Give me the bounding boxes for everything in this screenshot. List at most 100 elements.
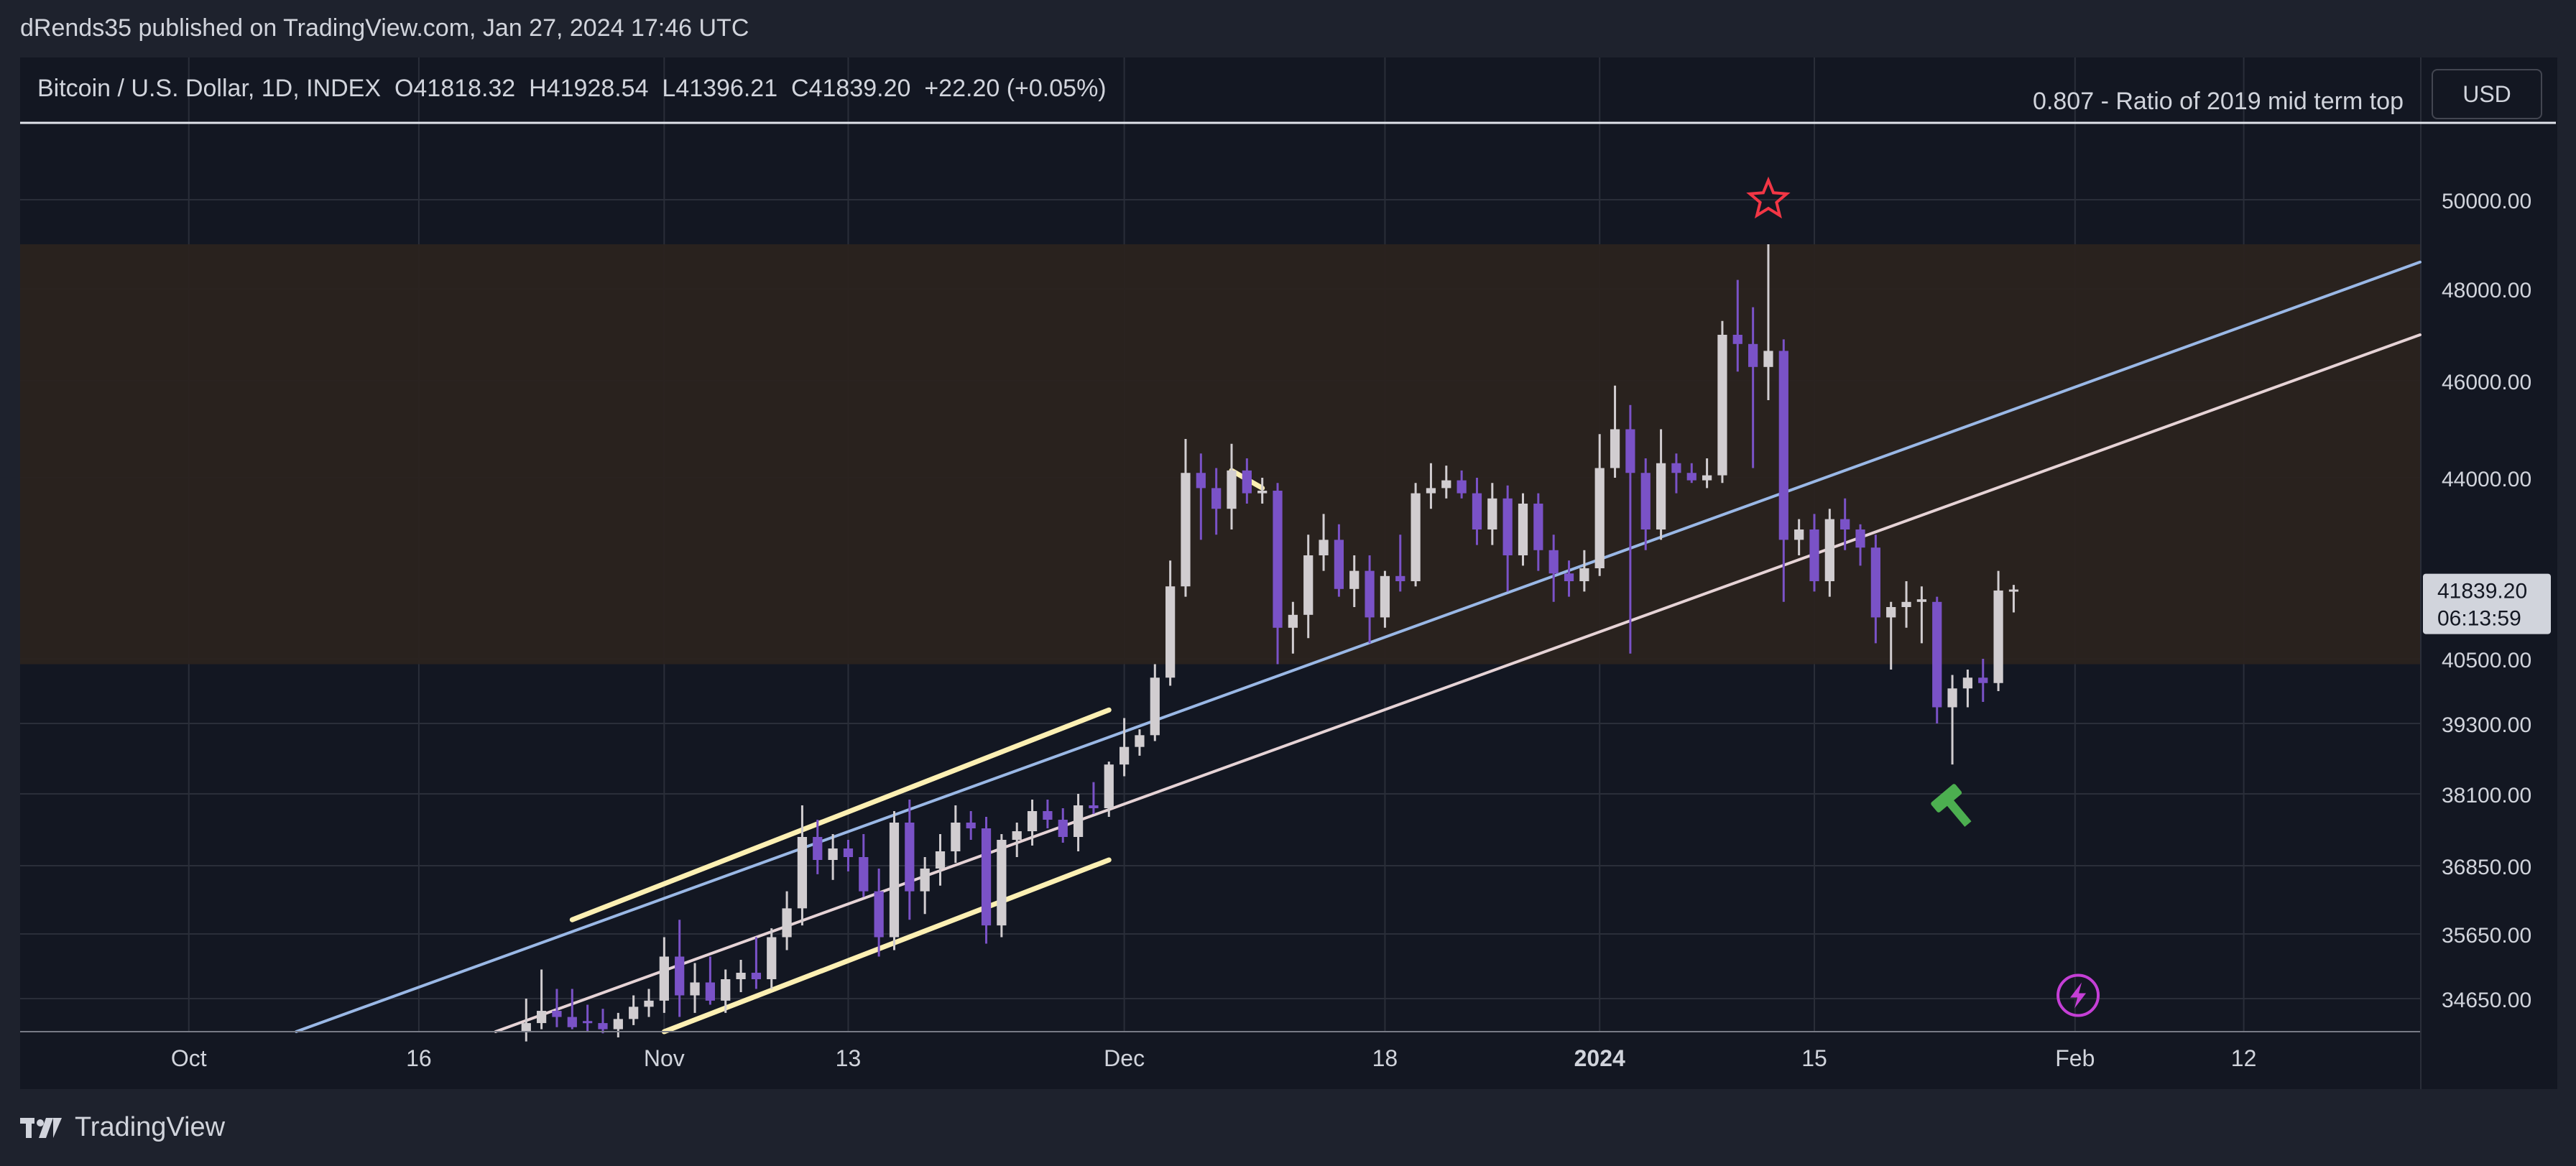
price-tick-label: 35650.00	[2442, 924, 2531, 948]
price-tick-label: 40500.00	[2442, 649, 2531, 672]
candle	[966, 811, 976, 840]
candle-body	[583, 1021, 593, 1024]
candle	[1809, 514, 1819, 592]
candle	[1319, 514, 1329, 571]
candle	[675, 920, 685, 1017]
candle	[583, 1004, 593, 1032]
date-tick-label: Nov	[644, 1045, 685, 1071]
tradingview-brand: TradingView	[75, 1112, 226, 1142]
price-tick-label: 36850.00	[2442, 856, 2531, 879]
candle-body	[1027, 811, 1038, 831]
candle-body	[813, 837, 823, 860]
candle	[1625, 404, 1635, 654]
candle-body	[1196, 473, 1206, 489]
candle	[797, 805, 808, 926]
candle-body	[1886, 607, 1896, 618]
candle	[1656, 429, 1666, 540]
candle	[981, 817, 992, 944]
candle	[1778, 339, 1788, 602]
legend-symbol[interactable]: Bitcoin / U.S. Dollar, 1D, INDEX	[37, 75, 382, 102]
candle	[1089, 782, 1099, 814]
candle	[1441, 466, 1451, 499]
candle	[1824, 509, 1834, 597]
candle	[1932, 596, 1942, 723]
candle	[1043, 800, 1053, 828]
candle-body	[1671, 463, 1681, 473]
price-tick-label: 50000.00	[2442, 190, 2531, 213]
candle-body	[1809, 529, 1819, 581]
price-tick-label: 48000.00	[2442, 279, 2531, 302]
candle-body	[1533, 504, 1543, 550]
candle	[1411, 483, 1421, 587]
candle	[1717, 320, 1727, 483]
candle	[767, 928, 777, 989]
candle	[1840, 498, 1850, 550]
candle-body	[644, 1000, 654, 1007]
price-tick-label: 34650.00	[2442, 989, 2531, 1012]
candle-body	[1625, 429, 1635, 473]
candle	[1211, 468, 1222, 535]
candle-body	[1901, 601, 1911, 607]
candle-body	[1242, 470, 1252, 494]
candle	[920, 857, 930, 915]
currency-button[interactable]: USD	[2432, 69, 2542, 119]
candle	[1426, 463, 1436, 509]
candle	[613, 1012, 623, 1037]
date-tick-label: Feb	[2055, 1045, 2095, 1071]
candle	[1610, 385, 1620, 478]
candle	[1196, 453, 1206, 540]
price-zone	[20, 244, 2420, 665]
legend-high: H41928.54	[529, 75, 649, 102]
candle	[1901, 581, 1911, 628]
current-price-box	[2423, 573, 2551, 634]
candle-body	[1395, 575, 1405, 581]
candle	[1855, 524, 1865, 566]
candle	[705, 956, 715, 1005]
candle	[1886, 601, 1896, 670]
candle-body	[1411, 493, 1421, 581]
candle	[629, 995, 639, 1025]
resistance-zone	[20, 244, 2420, 665]
publisher-line: dRends35 published on TradingView.com, J…	[20, 14, 749, 42]
candle	[1748, 307, 1758, 468]
candle	[537, 969, 547, 1029]
candle-body	[1288, 614, 1298, 628]
candle-body	[1119, 746, 1130, 765]
date-tick-label: 16	[406, 1045, 432, 1071]
candle	[1870, 535, 1880, 644]
candle	[1165, 560, 1176, 686]
candle-body	[552, 1011, 562, 1017]
candle	[1242, 458, 1252, 504]
candle	[1073, 794, 1084, 851]
date-tick-label: Oct	[171, 1045, 207, 1071]
candle-body	[1257, 491, 1268, 494]
candle	[997, 834, 1007, 938]
candle	[1334, 524, 1344, 597]
candle-body	[721, 979, 731, 1001]
candle-body	[1916, 599, 1927, 602]
candle	[598, 1009, 608, 1034]
candle-body	[828, 848, 838, 860]
candle	[751, 937, 762, 989]
candle	[1502, 485, 1513, 592]
price-axis[interactable]	[2420, 57, 2557, 1089]
candle-body	[1824, 519, 1834, 581]
current-price-badge: 41839.20 06:13:59	[2423, 573, 2551, 634]
candle-body	[1978, 677, 1988, 683]
candle	[1993, 570, 2003, 691]
candle	[567, 989, 577, 1029]
candle-body	[1702, 475, 1712, 481]
candle-body	[629, 1007, 639, 1019]
candle	[843, 840, 854, 871]
candle-body	[1319, 540, 1329, 555]
candle	[736, 960, 746, 992]
candle-body	[1610, 429, 1620, 468]
symbol-legend[interactable]: Bitcoin / U.S. Dollar, 1D, INDEX O41818.…	[37, 75, 1107, 103]
candle	[1518, 493, 1528, 566]
current-price-text: 41839.20	[2437, 580, 2527, 603]
price-tick-label: 46000.00	[2442, 371, 2531, 394]
flash-circle	[2056, 973, 2100, 1017]
candle-body	[705, 982, 715, 1001]
tradingview-logo[interactable]: TradingView	[20, 1112, 225, 1143]
